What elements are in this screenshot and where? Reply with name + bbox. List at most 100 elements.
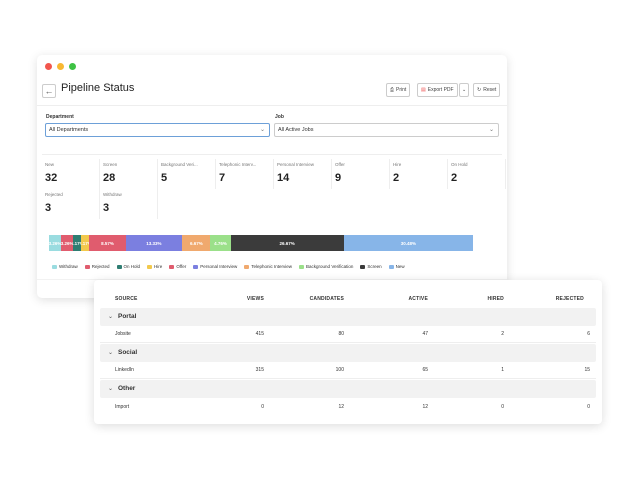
legend-label: Withdraw [59,264,78,269]
stat-background-verification: Background Veri... 5 [158,159,216,189]
legend-label: Offer [176,264,187,269]
legend-item-rejected[interactable]: Rejected [84,264,110,269]
segment-data-label: 6.67% [189,240,203,246]
cell-candidates: 80 [338,331,344,337]
legend-item-background-verification[interactable]: Background Verification [299,264,353,269]
job-label: Job [275,114,284,120]
legend-item-new[interactable]: New [388,264,405,269]
chevron-down-icon: ⌄ [462,87,467,93]
cell-candidates: 12 [338,404,344,410]
chevron-down-icon: ⌄ [108,314,114,320]
cell-views: 315 [255,367,264,373]
segment-data-label: 2.17% [81,240,89,246]
export-dropdown-button[interactable]: ⌄ [459,83,470,97]
reset-button[interactable]: ↻ Reset [473,83,501,97]
cell-active: 12 [422,404,428,410]
bar-segment-on-hold[interactable]: 2.17% [73,235,82,251]
pdf-icon: ▤ [421,87,426,93]
title-bar: ← Pipeline Status ⎙ Print ▤ Export PDF ⌄ ↻… [37,80,507,104]
legend-swatch [360,264,366,269]
header-candidates: CANDIDATES [309,296,344,302]
header-active: ACTIVE [408,296,428,302]
stat-personal-interview: Personal Interview 14 [274,159,332,189]
legend-item-hire[interactable]: Hire [147,264,162,269]
legend-label: On Hold [123,264,141,269]
segment-data-label: 26.67% [279,240,295,246]
segment-data-label: 4.76% [214,240,227,246]
legend-swatch [116,264,122,269]
legend-item-personal-interview[interactable]: Personal Interview [193,264,237,269]
legend-item-screen[interactable]: Screen [360,264,382,269]
legend-swatch [169,264,175,269]
stat-on-hold: On Hold 2 [448,159,506,189]
segment-data-label: 2.17% [73,240,81,246]
segment-data-label: 3.26% [61,240,74,246]
print-button[interactable]: ⎙ Print [386,83,411,97]
header-hired: HIRED [487,296,504,302]
row-divider [100,378,596,379]
segment-data-label: 13.33% [146,240,162,246]
legend-swatch [52,264,57,269]
legend-label: New [395,264,405,269]
cell-active: 65 [422,367,428,373]
header-views: VIEWS [246,296,264,302]
group-other[interactable]: ⌄ Other [100,380,596,398]
row-divider [100,342,596,343]
export-pdf-button[interactable]: ▤ Export PDF [417,83,458,97]
department-select[interactable]: All Departments ⌄ [45,123,270,137]
job-select[interactable]: All Active Jobs ⌄ [274,123,499,137]
minimize-dot[interactable] [57,63,64,70]
legend-label: Rejected [91,264,110,269]
bar-segment-new[interactable]: 30.48% [343,235,473,251]
cell-rejected: 0 [587,404,590,410]
stat-withdraw: Withdraw 3 [100,189,158,219]
chart-legend: Withdraw Rejected On Hold Hire Offer Personal… [52,264,405,269]
bar-segment-personal-interview[interactable]: 13.33% [125,235,183,251]
chevron-down-icon: ⌄ [259,127,265,133]
pipeline-status-window: ← Pipeline Status ⎙ Print ▤ Export PDF ⌄ ↻… [37,55,507,298]
legend-item-on-hold[interactable]: On Hold [116,264,141,269]
cell-candidates: 100 [335,367,344,373]
header-divider [37,105,507,106]
bar-segment-telephonic-interview[interactable]: 6.67% [182,235,211,251]
legend-label: Personal Interview [200,264,238,269]
header-source: SOURCE [115,296,138,302]
group-social[interactable]: ⌄ Social [100,344,596,362]
segment-data-label: 30.48% [400,240,416,246]
bar-segment-withdraw[interactable]: 3.26% [49,235,62,251]
segment-data-label: 3.26% [49,240,62,246]
legend-label: Background Verification [306,264,354,269]
close-dot[interactable] [45,63,52,70]
back-button[interactable]: ← [42,84,56,98]
bar-segment-hire[interactable]: 2.17% [81,235,90,251]
legend-item-telephonic-interview[interactable]: Telephonic Interview [244,264,292,269]
maximize-dot[interactable] [69,63,76,70]
legend-label: Hire [154,264,163,269]
stage-stats: New 32 Screen 28 Background Veri... 5 Telep… [42,154,506,219]
cell-active: 47 [422,331,428,337]
cell-rejected: 6 [587,331,590,337]
legend-item-withdraw[interactable]: Withdraw [52,264,78,269]
printer-icon: ⎙ [390,87,395,93]
segment-data-label: 8.57% [101,240,114,246]
cell-source: LinkedIn [115,367,134,373]
bar-segment-rejected[interactable]: 3.26% [61,235,74,251]
window-controls [45,63,76,70]
arrow-left-icon: ← [44,86,54,96]
source-table-window: SOURCE VIEWS CANDIDATES ACTIVE HIRED REJ… [94,280,602,424]
bar-segment-screen[interactable]: 26.67% [230,235,344,251]
header-rejected: REJECTED [555,296,584,302]
cell-source: Import [115,404,130,410]
legend-swatch [193,264,199,269]
cell-hired: 0 [501,404,504,410]
stat-new: New 32 [42,159,100,189]
legend-swatch [244,264,250,269]
stat-screen: Screen 28 [100,159,158,189]
legend-label: Screen [367,264,382,269]
group-portal[interactable]: ⌄ Portal [100,308,596,326]
legend-item-offer[interactable]: Offer [169,264,186,269]
department-label: Department [46,114,74,120]
legend-swatch [388,264,394,269]
bar-segment-offer[interactable]: 8.57% [89,235,126,251]
bar-segment-background-verification[interactable]: 4.76% [210,235,231,251]
